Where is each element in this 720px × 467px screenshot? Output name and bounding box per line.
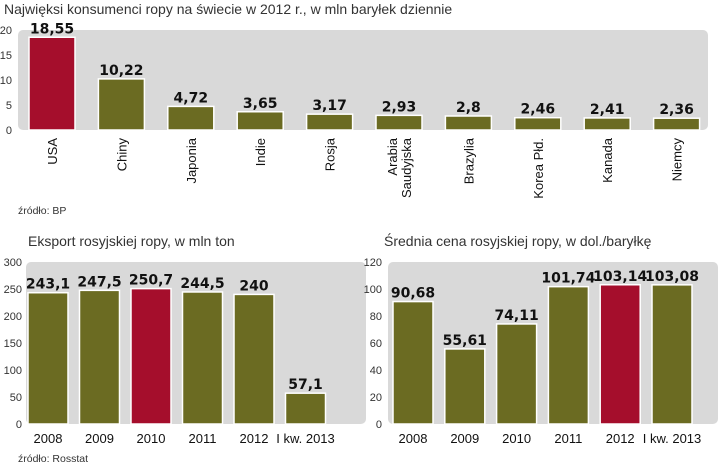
price-category-label: 2009	[450, 431, 479, 446]
consumers-y-tick: 10	[0, 75, 12, 87]
consumers-category-label: Rosja	[323, 137, 338, 171]
consumers-value-label: 3,65	[243, 96, 278, 112]
consumers-chart-source: źródło: BP	[18, 205, 66, 217]
export-value-label: 243,1	[26, 277, 70, 293]
consumers-category-label: Chiny	[114, 138, 129, 172]
price-category-label: 2010	[502, 431, 531, 446]
export-category-label: 2011	[189, 431, 217, 446]
export-category-label: 2009	[85, 431, 114, 446]
price-y-tick: 0	[376, 419, 382, 431]
consumers-value-label: 2,8	[456, 100, 481, 116]
price-bar	[651, 284, 693, 425]
consumers-category-label: Indie	[253, 138, 268, 166]
consumers-bar	[167, 105, 215, 131]
consumers-category-label: Brazylia	[461, 137, 476, 184]
consumers-value-label: 2,46	[521, 102, 556, 118]
price-chart-title: Średnia cena rosyjskiej ropy, w dol./bar…	[384, 232, 652, 249]
consumers-bar	[583, 117, 631, 131]
consumers-bar	[514, 116, 562, 131]
consumers-value-label: 4,72	[174, 90, 209, 106]
export-chart-title: Eksport rosyjskiej ropy, w mln ton	[28, 233, 235, 249]
export-category-label: 2012	[240, 431, 269, 446]
price-category-label: 2011	[554, 431, 582, 446]
export-category-label: I kw. 2013	[276, 431, 335, 446]
consumers-category-label: USA	[45, 138, 60, 165]
consumers-category-label: Japonia	[184, 137, 199, 183]
consumers-bar	[305, 113, 354, 131]
consumers-category-label: Korea Płd.	[531, 138, 546, 199]
consumers-bar	[375, 114, 423, 131]
price-y-tick: 120	[364, 257, 382, 269]
export-bar	[78, 289, 121, 425]
consumers-y-tick: 5	[6, 100, 12, 112]
export-y-tick: 300	[4, 257, 22, 269]
price-y-tick: 40	[370, 365, 382, 377]
price-category-label: I kw. 2013	[643, 431, 702, 446]
export-bar	[130, 287, 172, 425]
consumers-bar	[28, 36, 76, 131]
price-bar	[392, 300, 434, 425]
consumers-y-tick: 20	[0, 25, 12, 37]
consumers-category-label: Kanada	[600, 137, 615, 183]
price-value-label: 103,14	[593, 269, 647, 285]
consumers-bar	[652, 117, 701, 131]
consumers-plot-panel	[18, 30, 708, 130]
export-chart: Eksport rosyjskiej ropy, w mln ton 0 50 10…	[4, 233, 366, 465]
price-y-tick: 20	[370, 392, 382, 404]
export-value-label: 244,5	[180, 276, 224, 292]
consumers-value-label: 18,55	[30, 21, 74, 37]
consumers-value-label: 2,93	[382, 99, 417, 115]
price-value-label: 55,61	[443, 333, 487, 349]
price-y-tick: 60	[370, 338, 382, 350]
export-y-tick: 0	[16, 419, 22, 431]
price-bar	[547, 285, 590, 425]
export-y-tick: 50	[10, 392, 22, 404]
price-category-label: 2012	[606, 431, 635, 446]
price-category-label: 2008	[399, 431, 428, 446]
consumers-bar	[97, 78, 146, 131]
consumers-value-label: 2,41	[590, 102, 625, 118]
price-value-label: 103,08	[645, 269, 699, 285]
consumers-bar	[236, 111, 284, 131]
consumers-value-label: 2,36	[659, 102, 694, 118]
export-value-label: 247,5	[77, 274, 121, 290]
export-bar	[233, 293, 275, 425]
price-chart: Średnia cena rosyjskiej ropy, w dol./bar…	[364, 232, 718, 446]
export-bar	[181, 291, 224, 425]
export-value-label: 240	[239, 278, 268, 294]
price-bar	[599, 284, 641, 425]
consumers-chart: Najwięksi konsumenci ropy na świecie w 2…	[0, 1, 708, 217]
price-bar	[444, 348, 486, 425]
price-y-tick: 80	[370, 311, 382, 323]
consumers-value-label: 3,17	[312, 98, 347, 114]
export-category-label: 2008	[34, 431, 63, 446]
export-value-label: 57,1	[288, 377, 323, 393]
price-value-label: 90,68	[391, 286, 435, 302]
price-value-label: 74,11	[494, 308, 538, 324]
export-chart-source: źródło: Rosstat	[18, 453, 88, 465]
consumers-category-label: Niemcy	[670, 138, 685, 182]
export-bar	[284, 392, 327, 425]
price-bar	[495, 323, 538, 425]
price-y-tick: 100	[364, 284, 382, 296]
price-value-label: 101,74	[541, 271, 595, 287]
consumers-bar	[444, 115, 493, 131]
consumers-chart-title: Najwięksi konsumenci ropy na świecie w 2…	[4, 1, 452, 17]
export-category-label: 2010	[137, 431, 166, 446]
consumers-y-tick: 0	[6, 125, 12, 137]
consumers-category-label: ArabiaSaudyjska	[385, 137, 414, 198]
consumers-y-tick: 15	[0, 50, 12, 62]
export-value-label: 250,7	[129, 273, 173, 289]
export-bar	[27, 291, 69, 425]
export-y-tick: 250	[4, 284, 22, 296]
consumers-value-label: 10,22	[99, 63, 143, 79]
export-y-tick: 150	[4, 338, 22, 350]
export-y-tick: 100	[4, 365, 22, 377]
export-y-tick: 200	[4, 311, 22, 323]
